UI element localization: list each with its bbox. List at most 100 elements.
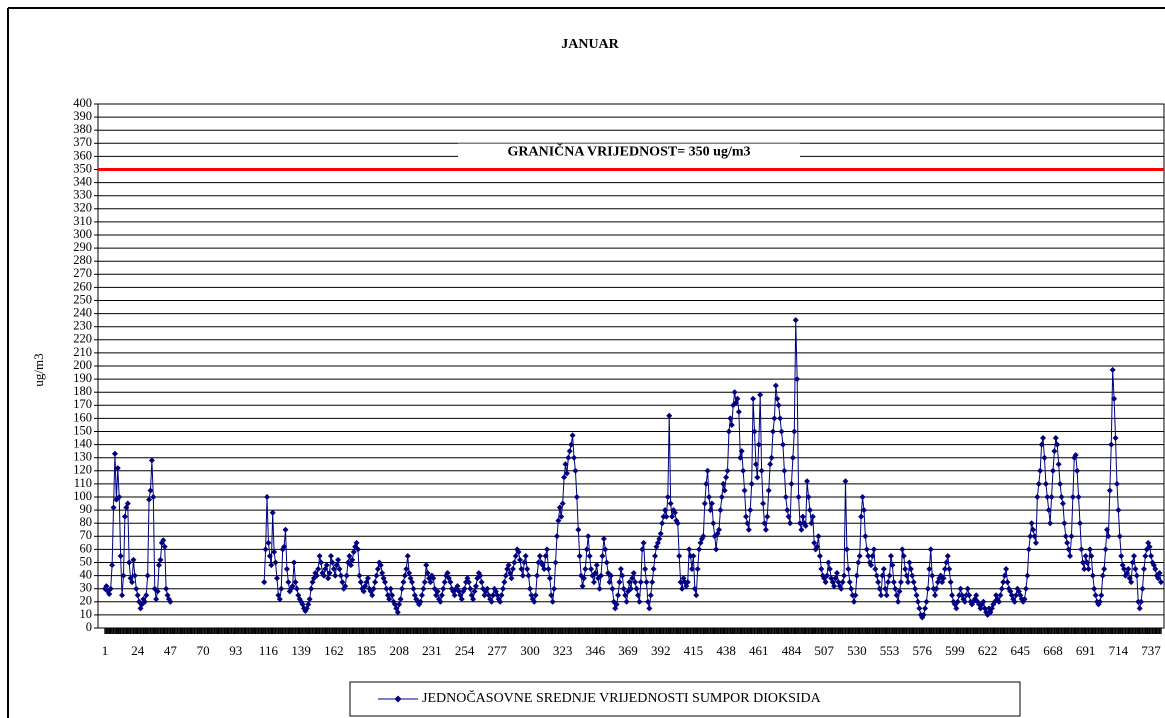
data-point [1021,596,1028,603]
data-point [556,504,563,511]
data-point [809,513,816,520]
data-point [923,598,930,605]
data-point [347,562,354,569]
data-point [1129,559,1136,566]
data-point [1037,467,1044,474]
data-point [546,575,553,582]
x-tick-label: 461 [749,643,769,658]
data-point [1041,454,1048,461]
y-tick-label: 110 [74,476,92,490]
data-point [575,526,582,533]
data-point [1103,526,1110,533]
data-point [353,539,360,546]
data-point [342,583,349,590]
y-tick-label: 230 [73,319,92,333]
data-point [690,552,697,559]
data-point [406,569,413,576]
data-point [1027,533,1034,540]
data-point [791,428,798,435]
data-point [571,454,578,461]
data-point [410,585,417,592]
data-point [356,572,363,579]
data-point [686,546,693,553]
data-point [715,526,722,533]
x-tick-label: 576 [912,643,932,658]
y-tick-label: 0 [86,620,92,634]
data-point [652,552,659,559]
data-point [126,559,133,566]
data-point [120,572,127,579]
y-tick-label: 330 [73,188,92,202]
data-point [1020,598,1027,605]
y-tick-label: 90 [80,502,93,516]
data-point [995,598,1002,605]
y-tick-label: 200 [73,358,92,372]
data-point [293,585,300,592]
data-point [831,583,838,590]
data-point [897,579,904,586]
data-point [111,450,118,457]
data-point [779,441,786,448]
data-point [907,566,914,573]
data-point [957,585,964,592]
data-point [663,513,670,520]
data-point [153,596,160,603]
data-point [700,533,707,540]
data-point [640,539,647,546]
data-point [649,579,656,586]
data-point [824,572,831,579]
data-point [748,480,755,487]
data-point [799,513,806,520]
data-point [620,585,627,592]
data-point [720,480,727,487]
legend-box [349,681,1021,717]
data-point [616,579,623,586]
data-point [728,421,735,428]
data-point [1136,605,1143,612]
data-point [346,552,353,559]
data-point [568,441,575,448]
data-point [750,395,757,402]
data-point [632,579,639,586]
data-point [541,566,548,573]
data-point [266,552,273,559]
data-point [305,601,312,608]
data-point [754,474,761,481]
data-point [386,596,393,603]
data-point [525,572,532,579]
data-point [885,579,892,586]
data-point [932,592,939,599]
data-point [327,552,334,559]
data-point [114,465,121,472]
data-point [630,569,637,576]
data-point [477,572,484,579]
data-point [549,598,556,605]
data-point [718,494,725,500]
data-point [862,533,869,540]
data-point [593,562,600,569]
x-tick-label: 277 [488,643,508,658]
data-point [943,559,950,566]
data-point [1034,494,1041,500]
legend-marker [394,695,402,703]
data-point [103,583,110,590]
data-point [437,598,444,605]
data-point [1054,441,1061,448]
data-point [825,559,832,566]
data-point [636,598,643,605]
y-tick-label: 370 [73,135,92,149]
data-point [124,500,131,507]
data-point [1072,452,1079,459]
data-point [565,454,572,461]
y-tick-label: 210 [73,345,92,359]
data-point [890,579,897,586]
data-point [882,585,889,592]
data-point [848,585,855,592]
data-point [454,583,461,590]
y-tick-label: 340 [73,174,92,188]
data-point [843,546,850,553]
data-point [738,448,745,455]
data-point [521,559,528,566]
data-point [150,494,157,500]
